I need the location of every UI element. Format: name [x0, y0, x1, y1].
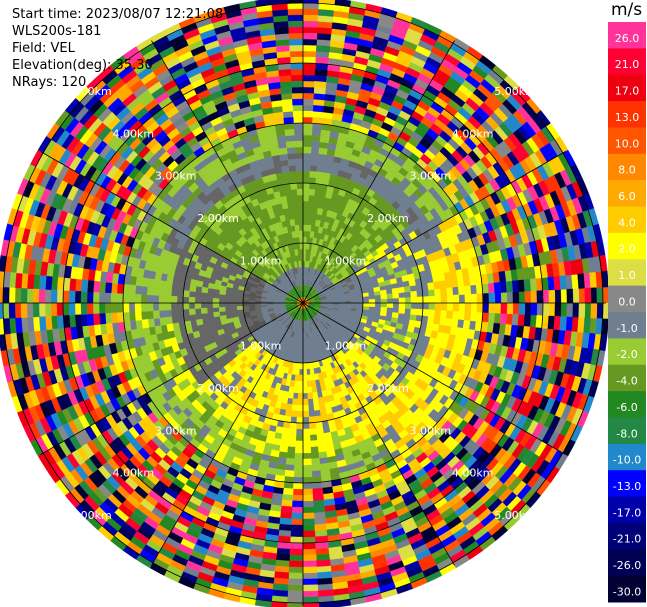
ring-label: 2.00km [367, 212, 409, 225]
colorbar-tick: 26.0 [615, 32, 640, 45]
ring-label: 1.00km [325, 255, 367, 268]
azimuth-spoke [151, 302, 304, 566]
azimuth-spoke [40, 302, 304, 455]
colorbar-tick: 6.0 [618, 190, 636, 203]
ring-label: 3.00km [155, 170, 197, 183]
field-label: Field: VEL [12, 41, 75, 56]
colorbar-unit: m/s [611, 0, 643, 20]
colorbar: 26.0 21.0 17.0 13.0 10.0 8.0 6.0 4.0 2.0 1.0 0.0 -1… [608, 22, 646, 603]
azimuth-spoke [302, 302, 455, 566]
colorbar-tick: 10.0 [615, 137, 640, 150]
ring-label: 1.00km [240, 339, 282, 352]
colorbar-swatch [608, 285, 646, 313]
scan-info: Start time: 2023/08/07 12:21:08 WLS200s-… [12, 6, 223, 91]
nrays-label: NRays: 120 [12, 75, 87, 90]
ring-label: 5.00km [494, 85, 536, 98]
ring-label: 5.00km [70, 85, 112, 98]
start-time-label: Start time: 2023/08/07 12:21:08 [12, 7, 224, 22]
ring-label: 4.00km [113, 127, 155, 140]
colorbar-swatch [608, 101, 646, 128]
colorbar-tick: -26.0 [613, 559, 641, 572]
colorbar-swatch [608, 232, 646, 260]
colorbar-swatch [608, 153, 646, 181]
colorbar-swatch [608, 127, 646, 155]
colorbar-swatch [608, 259, 646, 287]
colorbar-swatch [608, 312, 646, 339]
ring-label: 3.00km [410, 170, 452, 183]
colorbar-tick: 13.0 [615, 111, 640, 124]
colorbar-swatch [608, 391, 646, 418]
colorbar-tick: -4.0 [616, 375, 637, 388]
colorbar-tick: -2.0 [616, 348, 637, 361]
colorbar-swatch [608, 338, 646, 366]
colorbar-swatch [608, 206, 646, 234]
azimuth-spoke [151, 40, 304, 304]
ring-label: 1.00km [240, 255, 282, 268]
colorbar-swatch [608, 74, 646, 102]
colorbar-swatch [608, 22, 646, 49]
ring-label: 3.00km [155, 424, 197, 437]
ring-label: 1.00km [325, 339, 367, 352]
colorbar-tick: -6.0 [616, 401, 637, 414]
colorbar-tick: -1.0 [616, 322, 637, 335]
azimuth-spoke [302, 302, 566, 455]
colorbar-tick: 21.0 [615, 58, 640, 71]
ring-label: 5.00km [70, 509, 112, 522]
colorbar-swatch [608, 575, 646, 603]
ring-label: 2.00km [197, 382, 239, 395]
colorbar-tick: 17.0 [615, 85, 640, 98]
colorbar-tick: 4.0 [618, 216, 636, 229]
colorbar-tick: -17.0 [613, 506, 641, 519]
colorbar-swatch [608, 180, 646, 208]
colorbar-tick: -30.0 [613, 586, 641, 599]
colorbar-swatch [608, 496, 646, 524]
ring-label: 3.00km [410, 424, 452, 437]
ring-label: 4.00km [452, 127, 494, 140]
colorbar-swatch [608, 48, 646, 76]
ring-label: 4.00km [452, 467, 494, 480]
colorbar-tick: 1.0 [618, 269, 636, 282]
azimuth-spoke [40, 151, 304, 304]
elevation-label: Elevation(deg): 35.30 [12, 58, 153, 73]
ring-label: 4.00km [113, 467, 155, 480]
azimuth-spoke [302, 40, 455, 304]
colorbar-tick: -8.0 [616, 427, 637, 440]
colorbar-swatch [608, 443, 646, 471]
ppi-grid: 1.00km 2.00km 3.00km 4.00km 5.00km 1.00km 2.00… [0, 0, 606, 606]
device-label: WLS200s-181 [12, 24, 102, 39]
colorbar-tick: -21.0 [613, 533, 641, 546]
azimuth-spoke [302, 151, 566, 304]
colorbar-tick: 0.0 [618, 296, 636, 309]
colorbar-swatch [608, 470, 646, 498]
ring-label: 2.00km [367, 382, 409, 395]
colorbar-swatch [608, 522, 646, 550]
ring-label: 5.00km [494, 509, 536, 522]
colorbar-swatch [608, 549, 646, 577]
colorbar-swatch [608, 364, 646, 392]
colorbar-tick: -10.0 [613, 454, 641, 467]
colorbar-tick: 8.0 [618, 164, 636, 177]
colorbar-tick: 2.0 [618, 243, 636, 256]
colorbar-tick: -13.0 [613, 480, 641, 493]
ring-label: 2.00km [197, 212, 239, 225]
colorbar-swatch [608, 417, 646, 445]
